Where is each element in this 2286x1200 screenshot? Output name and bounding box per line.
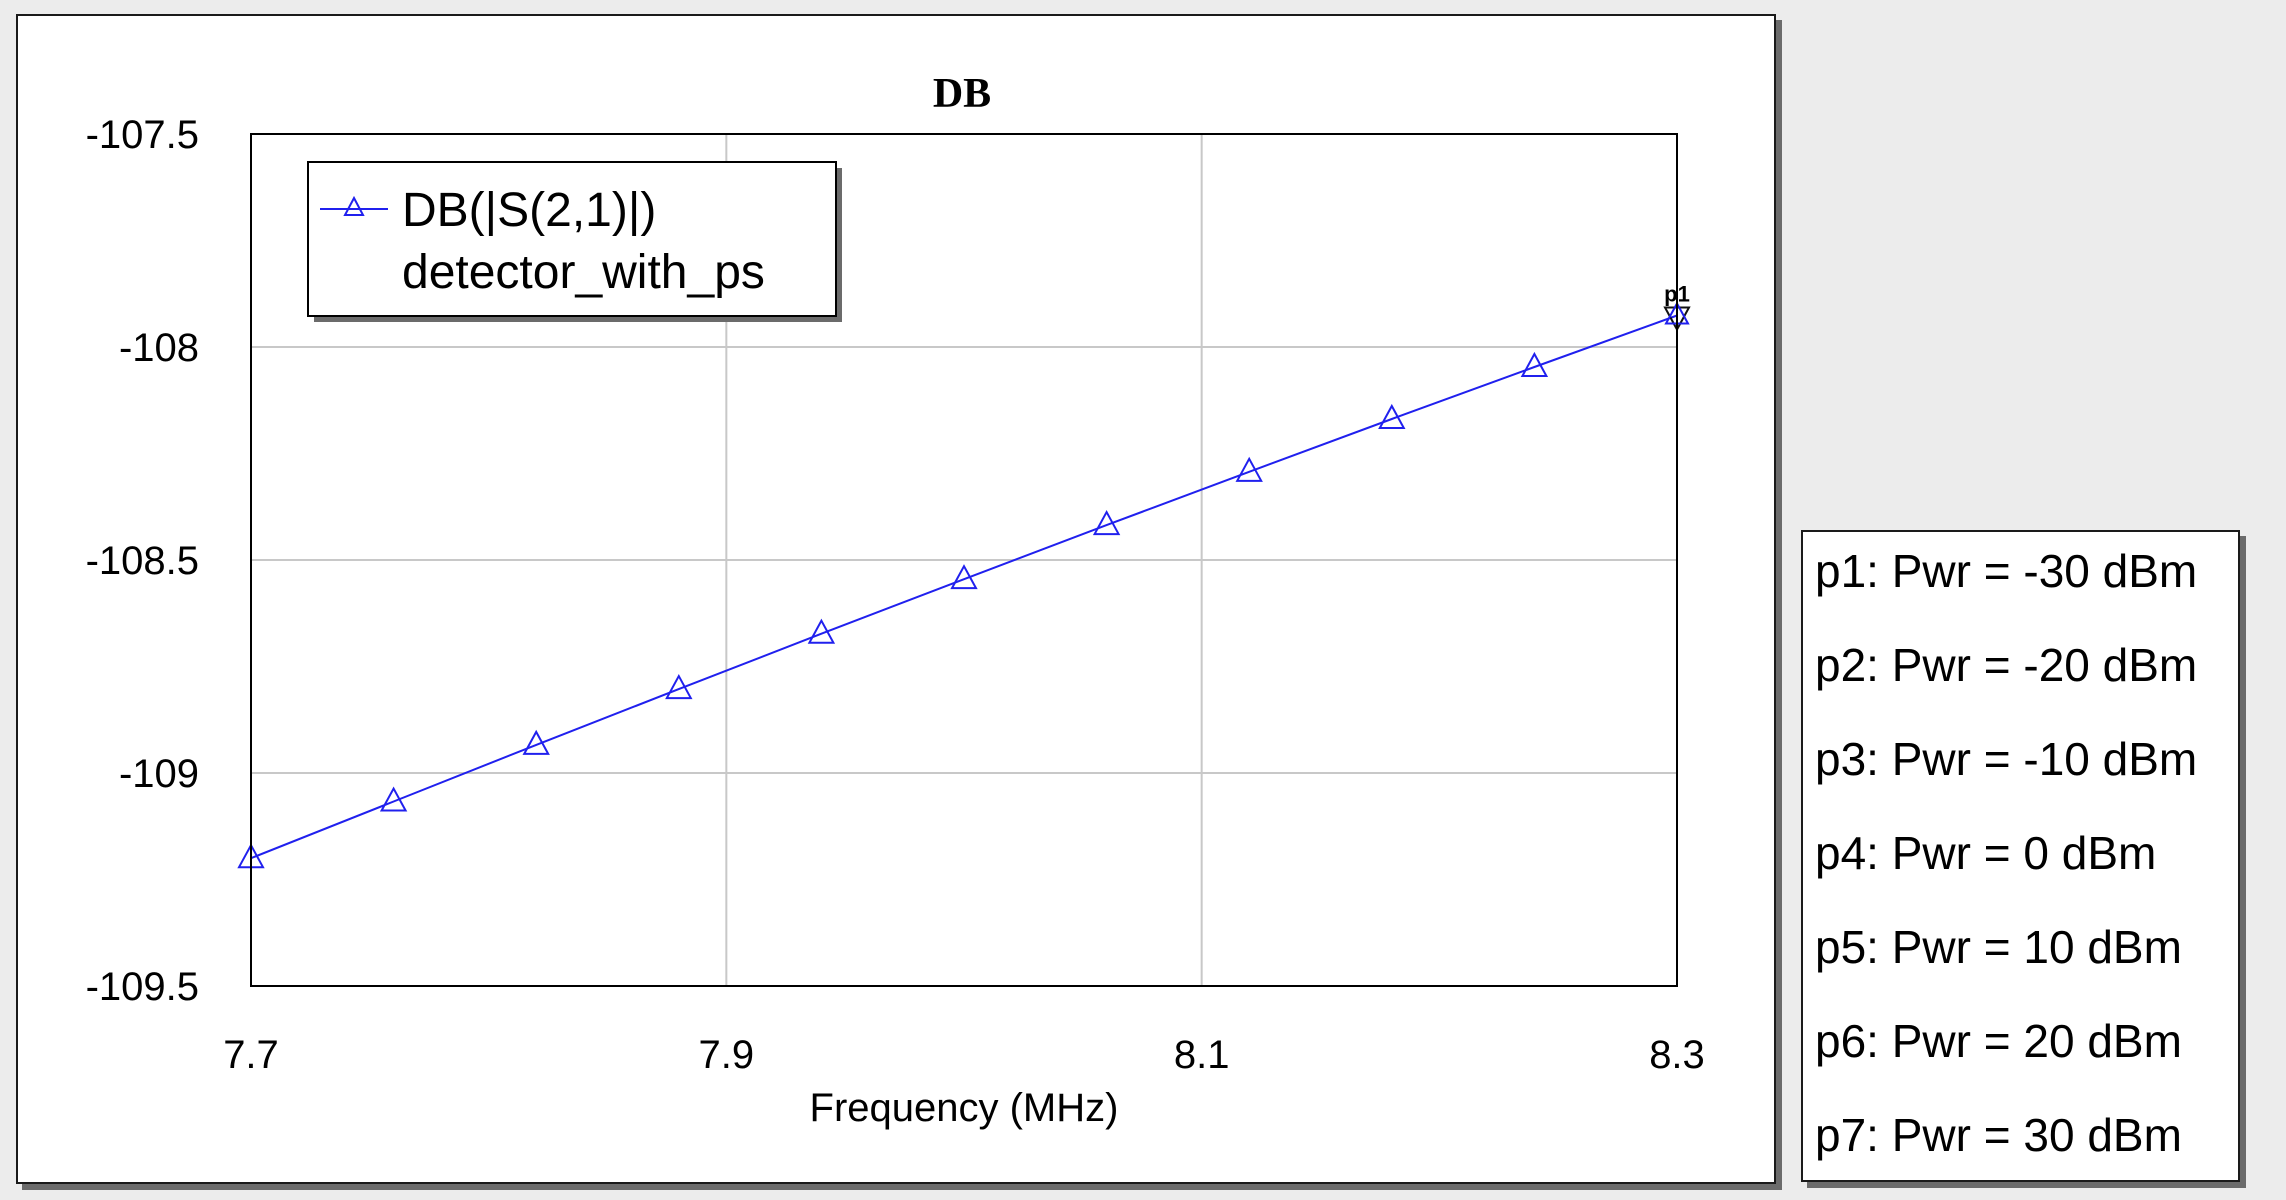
data-point-marker bbox=[522, 729, 550, 755]
chart: DB p1 -107.5-108-108.5-109-109.5 7.7 7.9 8… bbox=[86, 71, 1705, 1130]
data-point-marker bbox=[807, 618, 836, 644]
legend-source-label: detector_with_ps bbox=[402, 246, 765, 299]
param-item-p5: p5: Pwr = 10 dBm bbox=[1815, 921, 2182, 973]
data-point-marker bbox=[665, 673, 693, 700]
data-point-marker bbox=[379, 786, 408, 812]
series-line bbox=[250, 314, 1678, 860]
data-point-marker bbox=[1235, 456, 1263, 482]
plot-window[interactable]: DB p1 -107.5 -108 -108.5 -109 -109.5 7.7 7.9 8… bbox=[16, 14, 1776, 1184]
y-tick-label: -108 bbox=[119, 326, 199, 370]
data-point-marker bbox=[1092, 509, 1121, 536]
x-tick-labels: 7.7 7.9 8.1 8.3 bbox=[223, 1033, 1705, 1077]
y-tick-label: -107.5 bbox=[86, 113, 199, 157]
x-tick-label: 7.7 bbox=[223, 1033, 279, 1077]
series-layer bbox=[237, 314, 1678, 869]
param-item-p4: p4: Pwr = 0 dBm bbox=[1815, 827, 2157, 879]
param-item-p1: p1: Pwr = -30 dBm bbox=[1815, 545, 2198, 597]
x-axis-label: Frequency (MHz) bbox=[810, 1086, 1119, 1130]
x-tick-label: 8.3 bbox=[1649, 1033, 1705, 1077]
data-point-marker bbox=[1520, 351, 1549, 378]
chart-title: DB bbox=[933, 71, 991, 117]
legend-series-label: DB(|S(2,1)|) bbox=[402, 184, 656, 237]
legend-box bbox=[307, 161, 837, 317]
param-item-p7: p7: Pwr = 30 dBm bbox=[1815, 1109, 2182, 1161]
data-point-marker bbox=[950, 564, 978, 590]
parameter-panel: p1: Pwr = -30 dBm p2: Pwr = -20 dBm p3: … bbox=[1801, 530, 2240, 1182]
y-tick-label: -108.5 bbox=[86, 539, 199, 583]
legend-series-marker-icon bbox=[343, 195, 365, 216]
param-item-p6: p6: Pwr = 20 dBm bbox=[1815, 1015, 2182, 1067]
y-tick-label: -109.5 bbox=[86, 965, 199, 1009]
param-item-p3: p3: Pwr = -10 dBm bbox=[1815, 733, 2198, 785]
x-tick-label: 7.9 bbox=[699, 1033, 755, 1077]
data-point-marker bbox=[1378, 403, 1406, 429]
legend[interactable]: DB(|S(2,1)|) detector_with_ps bbox=[307, 161, 842, 322]
y-tick-labels: -107.5 -108 -108.5 -109 -109.5 bbox=[86, 113, 199, 1009]
param-item-p2: p2: Pwr = -20 dBm bbox=[1815, 639, 2198, 691]
y-tick-label: -109 bbox=[119, 752, 199, 796]
plot-area-frame bbox=[250, 133, 1678, 987]
x-tick-label: 8.1 bbox=[1174, 1033, 1230, 1077]
